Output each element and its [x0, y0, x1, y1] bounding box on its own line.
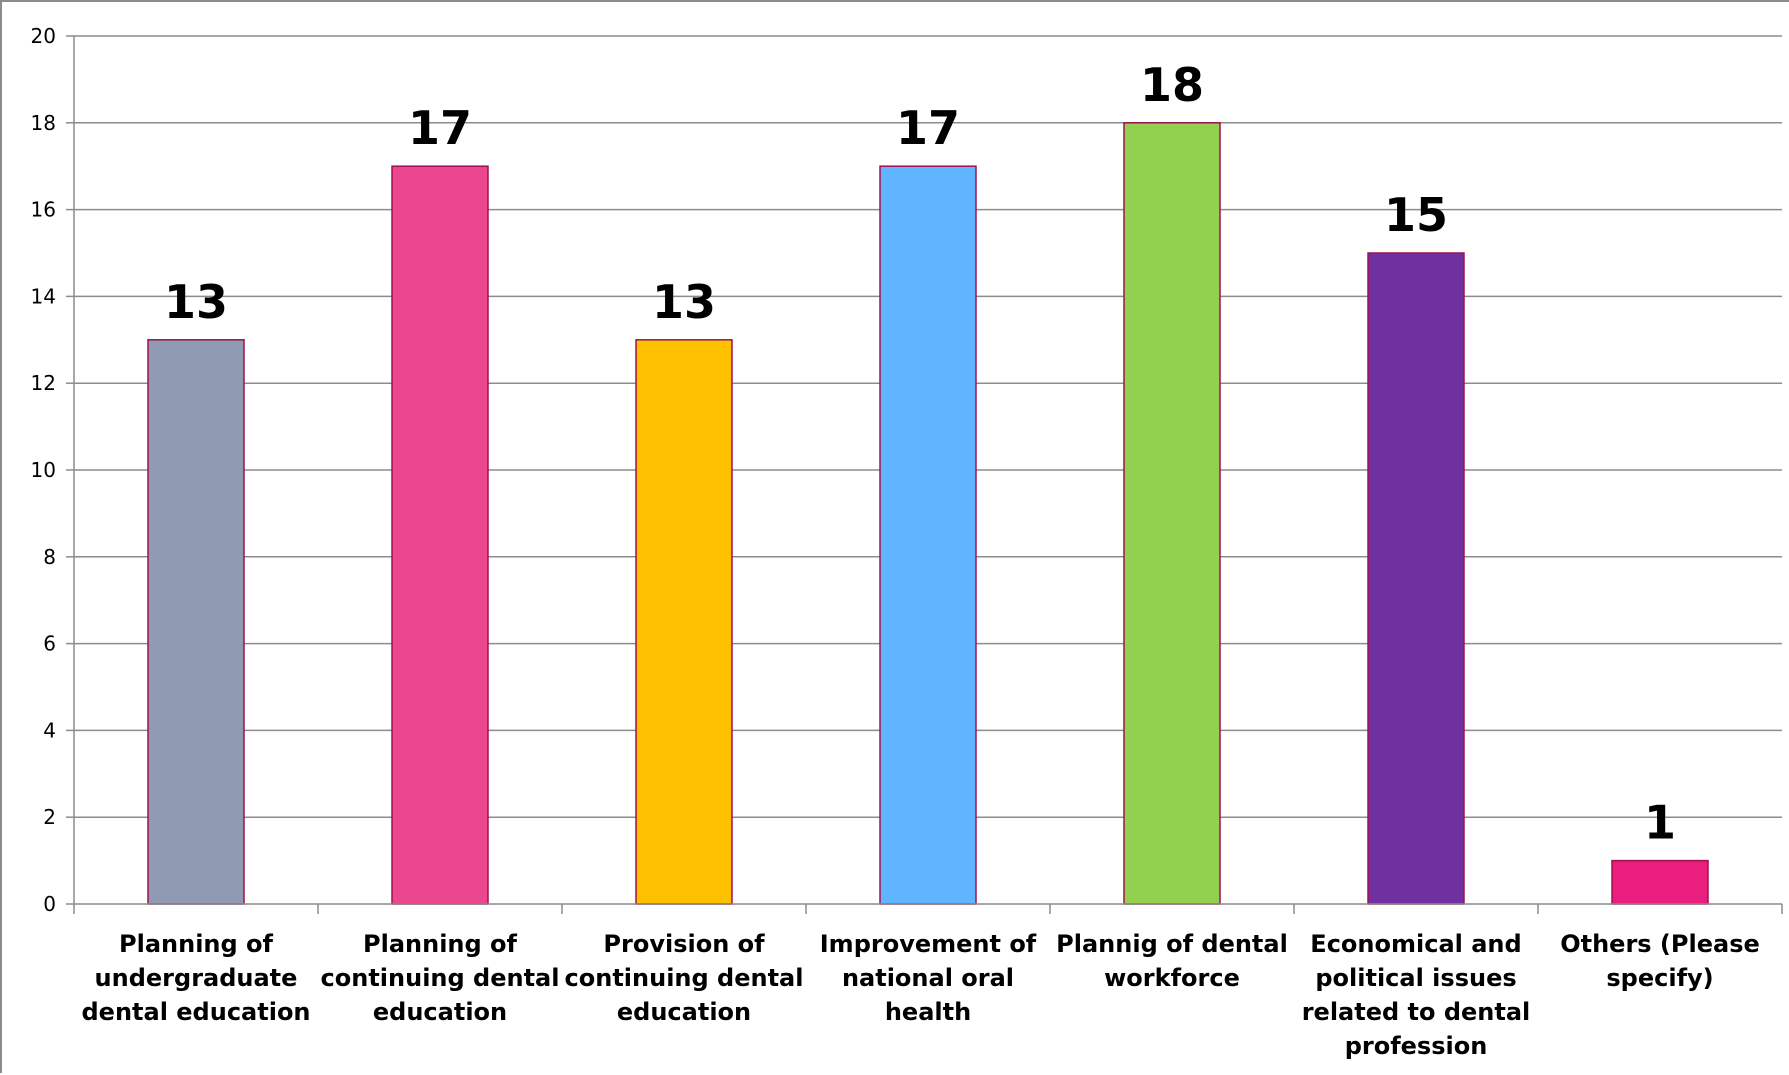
x-category-label: related to dental — [1302, 998, 1531, 1026]
x-category-label: Planning of — [363, 930, 518, 958]
y-tick-label: 2 — [43, 805, 56, 829]
bars — [147, 122, 1709, 905]
y-tick-label: 4 — [43, 718, 56, 742]
y-tick-label: 10 — [31, 458, 56, 482]
bar — [879, 165, 977, 905]
category-labels: Planning of undergraduate dental education… — [81, 930, 1759, 1060]
bar — [391, 165, 489, 905]
x-category-label: workforce — [1104, 964, 1240, 992]
y-tick-labels: 0 2 4 6 8 10 12 14 16 18 20 — [31, 24, 56, 916]
data-label: 1 — [1644, 796, 1676, 850]
x-category-label: continuing dental — [565, 964, 804, 992]
x-category-label: national oral — [842, 964, 1014, 992]
x-category-label: political issues — [1315, 964, 1516, 992]
data-label: 18 — [1140, 58, 1204, 112]
x-category-label: Others (Please — [1560, 930, 1760, 958]
x-category-label: education — [373, 998, 507, 1026]
x-category-label: health — [885, 998, 971, 1026]
axes — [66, 35, 1783, 914]
x-category-label: dental education — [81, 998, 310, 1026]
x-category-label: profession — [1345, 1032, 1488, 1060]
data-labels: 13 17 13 17 18 15 1 — [164, 58, 1676, 850]
bar — [1367, 252, 1465, 905]
y-tick-label: 0 — [43, 892, 56, 916]
y-tick-label: 16 — [31, 198, 56, 222]
x-category-label: specify) — [1606, 964, 1713, 992]
y-tick-label: 6 — [43, 632, 56, 656]
bar — [1611, 859, 1709, 905]
data-label: 15 — [1384, 188, 1448, 242]
data-label: 17 — [896, 101, 960, 155]
y-tick-label: 18 — [31, 111, 56, 135]
x-category-label: Economical and — [1310, 930, 1521, 958]
bar — [635, 339, 733, 905]
y-tick-label: 20 — [31, 24, 56, 48]
data-label: 17 — [408, 101, 472, 155]
x-category-label: Plannig of dental — [1056, 930, 1288, 958]
y-tick-label: 14 — [31, 284, 56, 308]
x-category-label: continuing dental — [321, 964, 560, 992]
x-category-label: education — [617, 998, 751, 1026]
y-tick-label: 8 — [43, 545, 56, 569]
x-category-label: Planning of — [119, 930, 274, 958]
x-category-label: Improvement of — [820, 930, 1037, 958]
data-label: 13 — [164, 275, 228, 329]
x-category-label: undergraduate — [95, 964, 298, 992]
x-category-label: Provision of — [603, 930, 765, 958]
y-tick-label: 12 — [31, 371, 56, 395]
data-label: 13 — [652, 275, 716, 329]
bar — [1123, 122, 1221, 905]
bar — [147, 339, 245, 905]
